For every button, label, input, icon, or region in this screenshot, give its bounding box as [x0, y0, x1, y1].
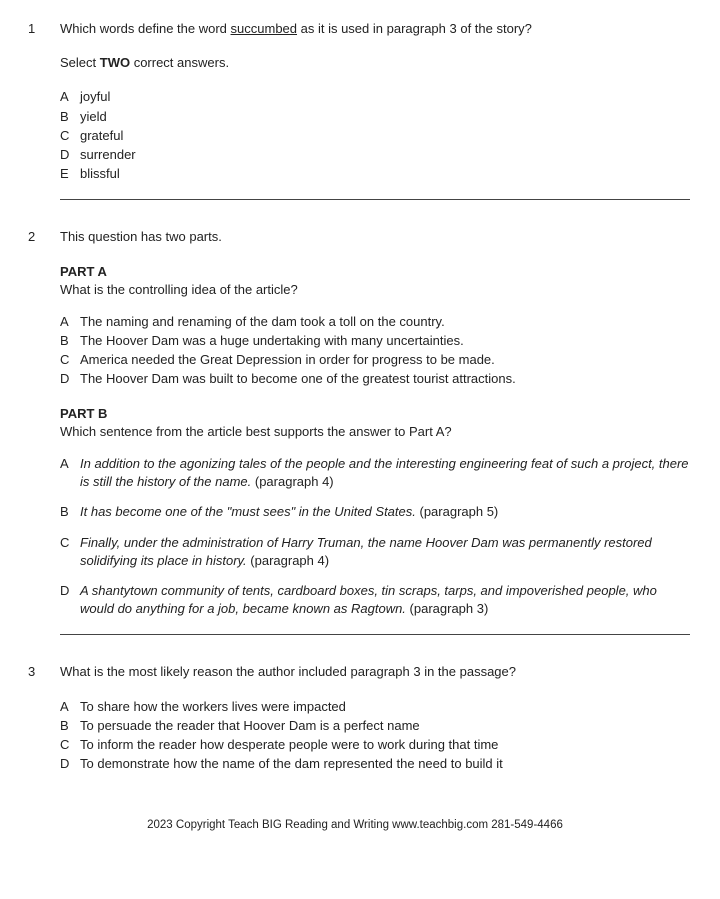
answer-option[interactable]: BIt has become one of the "must sees" in…	[60, 503, 690, 521]
stem-text-pre: Which words define the word	[60, 21, 231, 36]
option-text: blissful	[80, 165, 690, 183]
option-text: joyful	[80, 88, 690, 106]
option-italic: In addition to the agonizing tales of th…	[80, 456, 689, 489]
option-cite: (paragraph 4)	[251, 474, 333, 489]
part-b-prompt: Which sentence from the article best sup…	[60, 423, 690, 441]
option-text: yield	[80, 108, 690, 126]
answer-option[interactable]: Dsurrender	[60, 146, 690, 164]
answer-option[interactable]: Eblissful	[60, 165, 690, 183]
answer-option[interactable]: BTo persuade the reader that Hoover Dam …	[60, 717, 690, 735]
option-italic: It has become one of the "must sees" in …	[80, 504, 416, 519]
answer-option[interactable]: BThe Hoover Dam was a huge undertaking w…	[60, 332, 690, 350]
option-text: Finally, under the administration of Har…	[80, 534, 690, 570]
answer-option[interactable]: CFinally, under the administration of Ha…	[60, 534, 690, 570]
option-letter: B	[60, 108, 80, 126]
option-letter: A	[60, 88, 80, 106]
option-text: The Hoover Dam was built to become one o…	[80, 370, 690, 388]
option-text: America needed the Great Depression in o…	[80, 351, 690, 369]
option-letter: B	[60, 332, 80, 350]
option-text: To demonstrate how the name of the dam r…	[80, 755, 690, 773]
answer-options: Ajoyful Byield Cgrateful Dsurrender Ebli…	[60, 88, 690, 183]
option-italic: Finally, under the administration of Har…	[80, 535, 652, 568]
answer-option[interactable]: ATo share how the workers lives were imp…	[60, 698, 690, 716]
question-2: 2 This question has two parts. PART A Wh…	[20, 228, 690, 635]
question-number: 1	[20, 20, 60, 200]
option-text: The naming and renaming of the dam took …	[80, 313, 690, 331]
option-letter: C	[60, 351, 80, 369]
answer-option[interactable]: AThe naming and renaming of the dam took…	[60, 313, 690, 331]
question-1: 1 Which words define the word succumbed …	[20, 20, 690, 200]
instruct-bold: TWO	[100, 55, 130, 70]
option-text: grateful	[80, 127, 690, 145]
option-letter: A	[60, 455, 80, 491]
answer-option[interactable]: Cgrateful	[60, 127, 690, 145]
divider	[60, 634, 690, 635]
question-3: 3 What is the most likely reason the aut…	[20, 663, 690, 789]
option-cite: (paragraph 4)	[247, 553, 329, 568]
answer-option[interactable]: CTo inform the reader how desperate peop…	[60, 736, 690, 754]
stem-text-post: as it is used in paragraph 3 of the stor…	[297, 21, 532, 36]
stem-word-underlined: succumbed	[231, 21, 297, 36]
option-letter: D	[60, 146, 80, 164]
option-text: To inform the reader how desperate peopl…	[80, 736, 690, 754]
option-text: To share how the workers lives were impa…	[80, 698, 690, 716]
divider	[60, 199, 690, 200]
answer-option[interactable]: DA shantytown community of tents, cardbo…	[60, 582, 690, 618]
option-letter: D	[60, 370, 80, 388]
option-text: In addition to the agonizing tales of th…	[80, 455, 690, 491]
option-cite: (paragraph 3)	[406, 601, 488, 616]
question-number: 3	[20, 663, 60, 789]
option-text: It has become one of the "must sees" in …	[80, 503, 690, 521]
option-text: surrender	[80, 146, 690, 164]
answer-option[interactable]: AIn addition to the agonizing tales of t…	[60, 455, 690, 491]
answer-option[interactable]: Ajoyful	[60, 88, 690, 106]
answer-option[interactable]: DThe Hoover Dam was built to become one …	[60, 370, 690, 388]
option-cite: (paragraph 5)	[416, 504, 498, 519]
question-instruction: Select TWO correct answers.	[60, 54, 690, 72]
question-body: Which words define the word succumbed as…	[60, 20, 690, 200]
question-intro: This question has two parts.	[60, 228, 690, 246]
question-stem: What is the most likely reason the autho…	[60, 663, 690, 681]
question-body: What is the most likely reason the autho…	[60, 663, 690, 789]
option-letter: D	[60, 582, 80, 618]
part-a-label: PART A	[60, 263, 690, 281]
instruct-pre: Select	[60, 55, 100, 70]
option-letter: A	[60, 313, 80, 331]
option-letter: A	[60, 698, 80, 716]
answer-options: ATo share how the workers lives were imp…	[60, 698, 690, 774]
part-b-options: AIn addition to the agonizing tales of t…	[60, 455, 690, 618]
question-number: 2	[20, 228, 60, 635]
answer-option[interactable]: Byield	[60, 108, 690, 126]
answer-option[interactable]: DTo demonstrate how the name of the dam …	[60, 755, 690, 773]
part-a-options: AThe naming and renaming of the dam took…	[60, 313, 690, 389]
part-a-prompt: What is the controlling idea of the arti…	[60, 281, 690, 299]
question-stem: Which words define the word succumbed as…	[60, 20, 690, 38]
option-text: The Hoover Dam was a huge undertaking wi…	[80, 332, 690, 350]
option-letter: C	[60, 127, 80, 145]
option-italic: A shantytown community of tents, cardboa…	[80, 583, 657, 616]
answer-option[interactable]: CAmerica needed the Great Depression in …	[60, 351, 690, 369]
option-letter: D	[60, 755, 80, 773]
option-text: A shantytown community of tents, cardboa…	[80, 582, 690, 618]
option-letter: E	[60, 165, 80, 183]
option-letter: B	[60, 717, 80, 735]
instruct-post: correct answers.	[130, 55, 229, 70]
footer-copyright: 2023 Copyright Teach BIG Reading and Wri…	[20, 817, 690, 833]
option-letter: B	[60, 503, 80, 521]
option-text: To persuade the reader that Hoover Dam i…	[80, 717, 690, 735]
question-body: This question has two parts. PART A What…	[60, 228, 690, 635]
option-letter: C	[60, 736, 80, 754]
part-b-label: PART B	[60, 405, 690, 423]
option-letter: C	[60, 534, 80, 570]
